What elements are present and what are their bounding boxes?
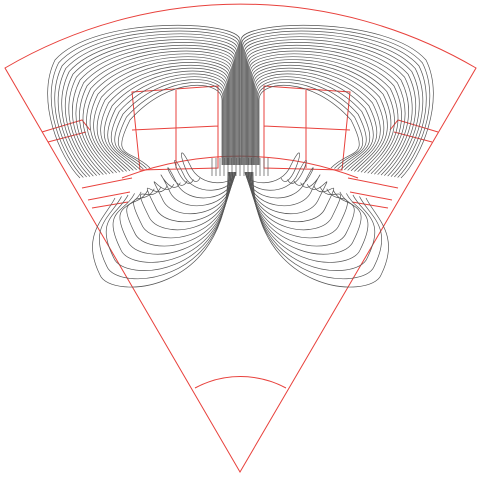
field-line xyxy=(114,79,225,170)
field-line xyxy=(93,62,230,173)
field-line xyxy=(254,70,378,171)
inner-arc xyxy=(194,376,287,389)
field-line xyxy=(246,171,321,206)
field-line xyxy=(245,159,307,191)
field-line xyxy=(255,73,374,171)
field-line xyxy=(244,36,420,177)
field-line xyxy=(110,76,225,170)
field-line xyxy=(242,30,427,178)
field-line xyxy=(257,82,364,169)
field-line xyxy=(153,171,234,214)
field-line xyxy=(146,171,234,223)
field-line xyxy=(82,53,232,174)
field-line xyxy=(250,59,392,173)
field-line xyxy=(126,171,232,247)
field-line xyxy=(117,82,224,169)
field-line xyxy=(253,67,381,172)
stator-boundary-left xyxy=(41,119,91,143)
field-line xyxy=(246,44,409,175)
field-line xyxy=(181,152,237,184)
slot-right xyxy=(263,85,351,171)
field-line xyxy=(99,171,229,280)
field-line xyxy=(167,167,236,199)
stator-arc-right xyxy=(347,177,399,209)
field-line xyxy=(256,79,367,170)
field-line xyxy=(96,64,229,172)
field-line xyxy=(252,171,382,280)
field-line xyxy=(50,27,240,178)
field-line xyxy=(241,27,431,178)
field-line xyxy=(247,47,406,175)
field-line xyxy=(252,64,385,172)
field-line xyxy=(79,50,233,174)
field-line xyxy=(248,50,402,174)
field-line xyxy=(103,70,227,171)
field-line xyxy=(89,59,231,173)
field-line xyxy=(140,171,233,231)
field-line xyxy=(245,167,314,199)
field-line xyxy=(247,171,335,223)
field-line xyxy=(240,24,434,179)
field-line xyxy=(75,47,234,175)
field-line xyxy=(121,84,223,169)
field-line xyxy=(68,42,236,176)
field-line xyxy=(247,171,328,214)
field-line xyxy=(160,171,235,206)
field-line xyxy=(250,56,395,174)
geometry xyxy=(4,3,477,473)
field-line xyxy=(107,73,226,171)
field-line xyxy=(86,56,231,174)
field-line xyxy=(112,171,231,263)
field-line xyxy=(64,39,237,176)
field-line xyxy=(249,53,399,174)
field-line xyxy=(57,33,238,177)
field-line xyxy=(256,76,371,170)
field-lines xyxy=(47,24,434,288)
field-line xyxy=(251,171,376,271)
field-line xyxy=(251,62,388,173)
slot-left xyxy=(131,85,219,171)
field-line xyxy=(248,171,341,231)
stator-arc-left xyxy=(81,177,133,209)
field-line xyxy=(250,171,369,263)
field-line xyxy=(243,33,424,177)
field-line xyxy=(100,67,228,172)
sector-outline xyxy=(4,3,477,473)
field-line xyxy=(244,39,417,176)
field-line xyxy=(174,159,236,191)
field-line xyxy=(105,171,230,271)
field-line xyxy=(249,171,355,247)
field-line xyxy=(72,44,235,175)
field-line xyxy=(244,152,300,184)
field-line xyxy=(258,84,360,169)
field-line xyxy=(54,30,239,178)
field-line xyxy=(245,42,413,176)
field-line xyxy=(61,36,237,177)
field-line xyxy=(47,24,241,179)
